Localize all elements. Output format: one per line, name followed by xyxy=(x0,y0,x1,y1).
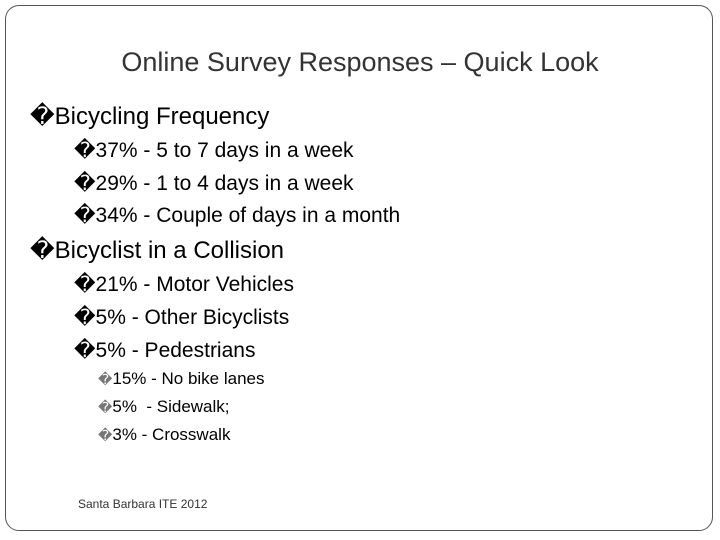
section-heading: �Bicyclist in a Collision xyxy=(30,236,285,264)
section-heading: �Bicycling Frequency xyxy=(30,102,270,130)
bullet-glyph: � xyxy=(74,203,96,227)
bullet-glyph: � xyxy=(98,372,113,388)
list-item: �21% - Motor Vehicles xyxy=(74,272,294,296)
sub-list-item: �15% - No bike lanes xyxy=(98,369,265,388)
bullet-glyph: � xyxy=(98,428,113,444)
bullet-glyph: � xyxy=(74,138,96,162)
slide-frame xyxy=(5,5,713,531)
bullet-glyph: � xyxy=(98,400,113,416)
bullet-glyph: � xyxy=(30,236,55,264)
list-item: �29% - 1 to 4 days in a week xyxy=(74,171,354,195)
sub-list-item: �5% - Sidewalk; xyxy=(98,397,230,416)
bullet-glyph: � xyxy=(74,305,96,329)
sub-list-item: �3% - Crosswalk xyxy=(98,425,231,444)
list-item: �34% - Couple of days in a month xyxy=(74,203,401,227)
slide-title: Online Survey Responses – Quick Look xyxy=(121,47,599,77)
list-item: �37% - 5 to 7 days in a week xyxy=(74,138,354,162)
list-item: �5% - Pedestrians xyxy=(74,338,256,362)
bullet-glyph: � xyxy=(74,338,96,362)
bullet-glyph: � xyxy=(74,171,96,195)
bullet-glyph: � xyxy=(74,272,96,296)
slide-footer: Santa Barbara ITE 2012 xyxy=(78,497,208,511)
bullet-glyph: � xyxy=(30,102,55,130)
list-item: �5% - Other Bicyclists xyxy=(74,305,290,329)
